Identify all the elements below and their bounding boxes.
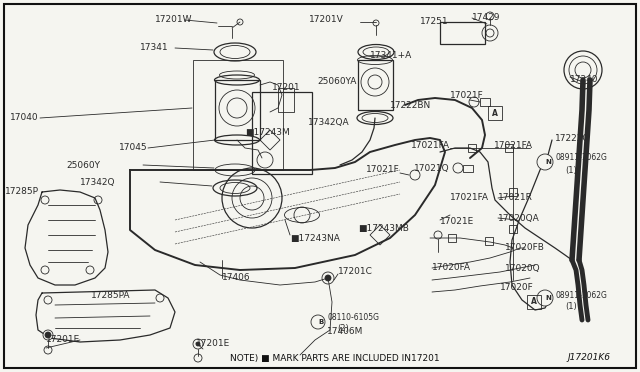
Text: 17045: 17045 (120, 144, 148, 153)
Text: 17201W: 17201W (155, 16, 193, 25)
Text: 17021R: 17021R (498, 193, 533, 202)
Text: 17341+A: 17341+A (370, 51, 412, 60)
Text: 17429: 17429 (472, 13, 500, 22)
Text: 17201C: 17201C (338, 266, 373, 276)
Text: 17406M: 17406M (327, 327, 364, 337)
Circle shape (537, 290, 553, 306)
Bar (193, 60, 283, 170)
Text: 17020FB: 17020FB (505, 244, 545, 253)
Bar (215, 80, 260, 140)
Bar (358, 60, 393, 110)
Circle shape (43, 330, 53, 340)
Text: (1): (1) (565, 166, 577, 174)
Bar (448, 234, 456, 242)
Text: 17201V: 17201V (309, 16, 344, 25)
Bar (252, 92, 312, 174)
Text: 17021FA: 17021FA (450, 193, 489, 202)
Bar (480, 98, 490, 106)
Text: J17201K6: J17201K6 (567, 353, 610, 362)
Circle shape (325, 275, 331, 281)
Text: 08911-1062G: 08911-1062G (555, 154, 607, 163)
Text: 17020Q: 17020Q (505, 263, 541, 273)
Text: 17040: 17040 (10, 113, 38, 122)
Bar (485, 237, 493, 245)
Text: 17285PA: 17285PA (90, 291, 130, 299)
Bar (440, 22, 485, 44)
Bar (509, 225, 517, 233)
Circle shape (537, 154, 553, 170)
Circle shape (45, 332, 51, 338)
Text: ■17243MB: ■17243MB (358, 224, 409, 232)
Text: 08911-1062G: 08911-1062G (555, 291, 607, 299)
Text: 17021F: 17021F (450, 92, 484, 100)
Text: 17222Q: 17222Q (555, 134, 590, 142)
Text: 17201E: 17201E (196, 339, 230, 347)
Text: N: N (545, 295, 551, 301)
Text: 25060YA: 25060YA (317, 77, 357, 87)
Text: B: B (318, 319, 323, 325)
Text: 17341: 17341 (140, 44, 168, 52)
Text: NOTE) ■ MARK PARTS ARE INCLUDED IN17201: NOTE) ■ MARK PARTS ARE INCLUDED IN17201 (230, 353, 440, 362)
Text: N: N (545, 159, 551, 165)
Text: ■17243NA: ■17243NA (290, 234, 340, 243)
Text: 08110-6105G: 08110-6105G (327, 312, 379, 321)
Bar (468, 144, 476, 152)
Text: 17251: 17251 (420, 17, 449, 26)
Text: 17222BN: 17222BN (390, 100, 431, 109)
Text: 17020F: 17020F (500, 283, 534, 292)
Text: 17342QA: 17342QA (308, 118, 350, 126)
Text: 17020FA: 17020FA (432, 263, 471, 273)
Text: A: A (531, 298, 537, 307)
Text: 17406: 17406 (222, 273, 251, 282)
Bar (278, 88, 294, 112)
Text: 17021FA: 17021FA (411, 141, 450, 150)
Circle shape (196, 342, 200, 346)
Bar (505, 144, 513, 152)
Text: 17285P: 17285P (5, 187, 39, 196)
Text: (2): (2) (337, 324, 349, 333)
Bar (527, 295, 541, 309)
Text: 25060Y: 25060Y (66, 160, 100, 170)
Text: 17021Q: 17021Q (414, 164, 450, 173)
Text: ■17243M: ■17243M (245, 128, 290, 137)
Text: 17240: 17240 (570, 76, 598, 84)
Text: 17021FA: 17021FA (494, 141, 533, 150)
Text: 17201E: 17201E (45, 336, 80, 344)
Text: A: A (492, 109, 498, 118)
Text: (1): (1) (565, 302, 577, 311)
Text: 17020QA: 17020QA (498, 214, 540, 222)
Ellipse shape (575, 62, 591, 78)
Text: 17021E: 17021E (440, 218, 474, 227)
Text: 17201: 17201 (272, 83, 301, 93)
Bar (488, 106, 502, 120)
Text: 17021F: 17021F (366, 166, 400, 174)
Text: 17342Q: 17342Q (79, 177, 115, 186)
Bar (509, 188, 517, 196)
Bar (463, 165, 473, 172)
